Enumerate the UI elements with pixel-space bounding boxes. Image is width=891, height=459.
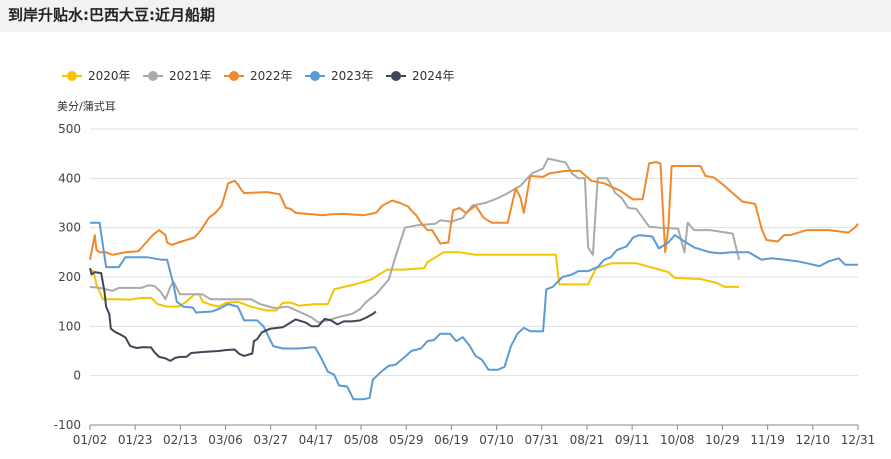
x-tick-label: 08/21 (570, 433, 605, 447)
x-tick-label: 07/31 (524, 433, 559, 447)
series-line-2023年 (90, 221, 858, 401)
axes: -100 0 100 200 300 400 500 01/02 01/23 02/13 03/06… (54, 122, 876, 447)
x-tick-label: 03/27 (253, 433, 288, 447)
x-tick-label: 05/08 (344, 433, 379, 447)
grid-lines (90, 128, 858, 426)
x-tick-label: 05/29 (389, 433, 424, 447)
legend-marker (310, 71, 320, 81)
legend-label: 2021年 (169, 69, 212, 83)
y-axis-unit-label: 美分/蒲式耳 (57, 99, 116, 113)
series-line-2022年 (89, 161, 859, 260)
y-tick-label: -100 (54, 418, 81, 432)
x-tick-label: 12/31 (841, 433, 876, 447)
legend-item-2020年[interactable]: 2020年 (62, 69, 131, 83)
legend-label: 2020年 (88, 69, 131, 83)
x-tick-label: 01/23 (118, 433, 153, 447)
legend-label: 2023年 (331, 69, 374, 83)
series-line-2020年 (89, 251, 740, 312)
x-tick-label: 01/02 (73, 433, 108, 447)
legend-marker (229, 71, 239, 81)
y-tick-label: 0 (73, 369, 81, 383)
legend-label: 2022年 (250, 69, 293, 83)
legend-item-2022年[interactable]: 2022年 (224, 69, 293, 83)
legend-label: 2024年 (412, 69, 455, 83)
y-tick-label: 300 (58, 221, 81, 235)
y-tick-label: 400 (58, 171, 81, 185)
legend-marker (391, 71, 401, 81)
x-tick-label: 10/08 (660, 433, 695, 447)
series-line-2021年 (89, 157, 741, 324)
x-tick-label: 07/10 (479, 433, 514, 447)
legend-item-2024年[interactable]: 2024年 (386, 69, 455, 83)
legend-item-2023年[interactable]: 2023年 (305, 69, 374, 83)
legend-marker (67, 71, 77, 81)
series-line-2024年 (89, 267, 377, 362)
x-tick-label: 03/06 (208, 433, 243, 447)
x-tick-label: 11/19 (750, 433, 785, 447)
x-tick-label: 02/13 (163, 433, 198, 447)
series-lines (89, 157, 859, 401)
chart-title: 到岸升贴水:巴西大豆:近月船期 (0, 0, 891, 32)
x-tick-label: 12/10 (796, 433, 831, 447)
x-tick-label: 10/29 (705, 433, 740, 447)
legend-item-2021年[interactable]: 2021年 (143, 69, 212, 83)
y-tick-label: 200 (58, 270, 81, 284)
legend-marker (148, 71, 158, 81)
x-tick-label: 09/11 (615, 433, 650, 447)
y-tick-label: 100 (58, 319, 81, 333)
line-chart: -100 0 100 200 300 400 500 01/02 01/23 02/13 03/06… (54, 69, 876, 447)
x-tick-label: 06/19 (434, 433, 469, 447)
y-tick-label: 500 (58, 122, 81, 136)
x-tick-label: 04/17 (299, 433, 334, 447)
legend[interactable]: 2020年 2021年 2022年 2023年 2024年 (62, 69, 455, 83)
